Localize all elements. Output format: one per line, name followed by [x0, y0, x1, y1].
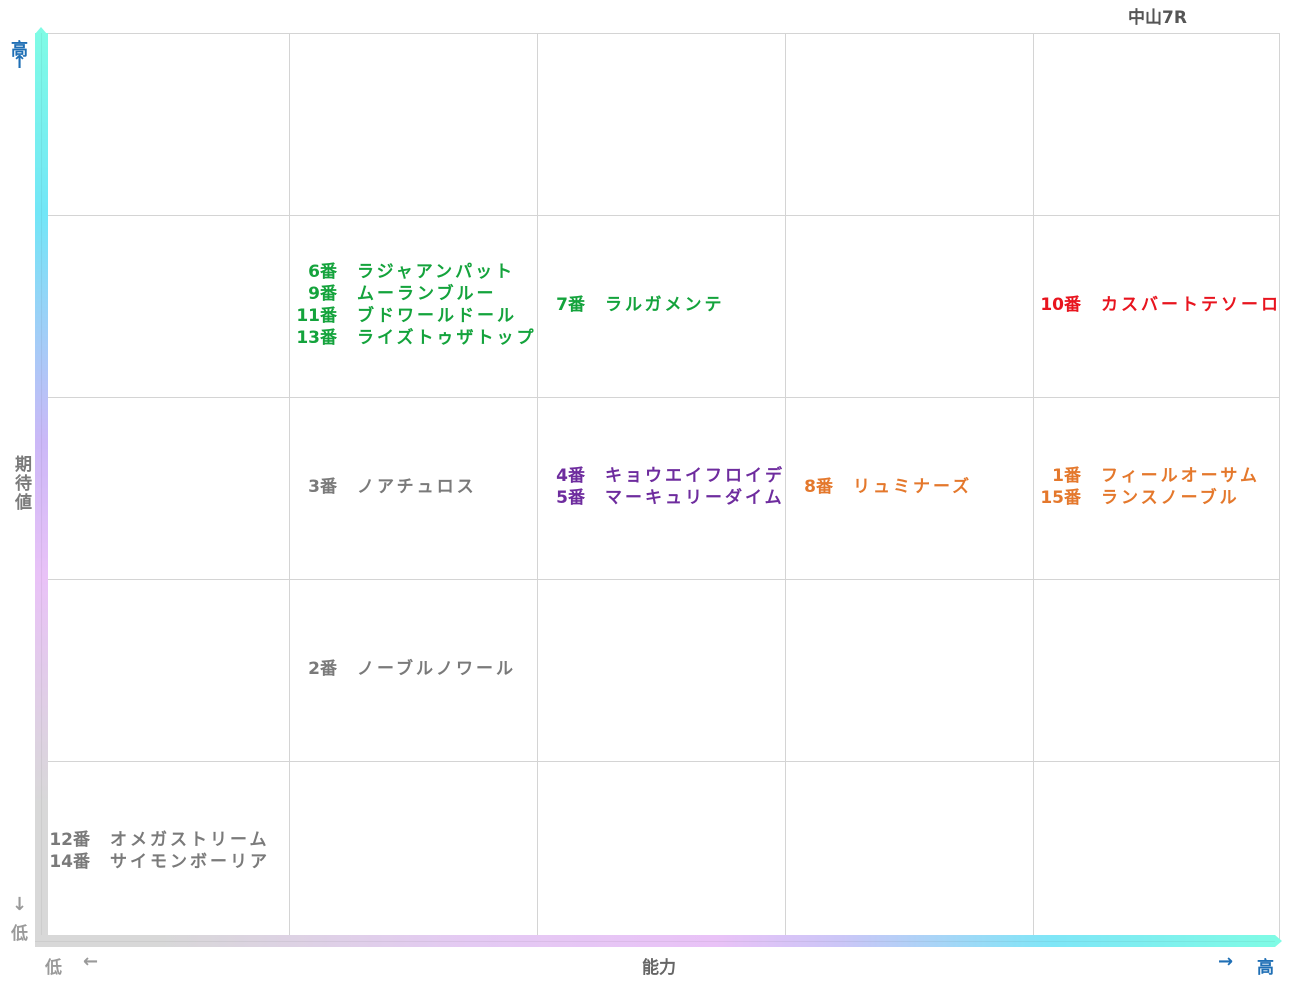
horse-entry: 2番 ノーブルノワール	[308, 659, 516, 679]
y-axis-high-label: 高	[11, 40, 28, 60]
cell-r3c4: 8番 リュミナーズ	[785, 396, 1033, 578]
horse-entry: 4番 キョウエイフロイデ	[556, 466, 785, 486]
horse-entry: 3番 ノアチュロス	[308, 477, 477, 497]
x-axis-bar	[35, 935, 1275, 947]
horse-entry: 15番 ランスノーブル	[1040, 488, 1240, 508]
grid-line	[42, 397, 1279, 398]
cell-r3c2: 3番 ノアチュロス	[289, 396, 537, 578]
y-axis-arrowhead	[35, 27, 47, 34]
grid-line	[289, 34, 290, 941]
cell-r2c5: 10番 カスバートテソーロ	[1033, 214, 1281, 396]
grid-line	[1033, 34, 1034, 941]
horse-entry: 10番 カスバートテソーロ	[1040, 295, 1281, 315]
y-axis-low-label: 低	[11, 924, 28, 944]
x-axis-low-label: 低	[45, 958, 62, 978]
grid-line	[42, 579, 1279, 580]
horse-entry: 13番 ライズトゥザトップ	[296, 328, 537, 348]
y-axis-title: 期待値	[11, 455, 31, 512]
x-axis-low-arrow-icon: ←	[83, 951, 99, 972]
horse-entry: 11番 ブドワールドール	[296, 306, 517, 326]
cell-r3c3: 4番 キョウエイフロイデ 5番 マーキュリーダイム	[537, 396, 785, 578]
cell-r3c5: 1番 フィールオーサム 15番 ランスノーブル	[1033, 396, 1281, 578]
grid-line	[42, 215, 1279, 216]
horse-entry: 9番 ムーランブルー	[308, 284, 497, 304]
horse-entry: 7番 ラルガメンテ	[556, 295, 725, 315]
x-axis-high-label: 高	[1257, 958, 1274, 978]
x-axis-high-arrow-icon: →	[1218, 951, 1234, 972]
horse-entry: 1番 フィールオーサム	[1052, 466, 1260, 486]
cell-r2c3: 7番 ラルガメンテ	[537, 214, 785, 396]
cell-r5c1: 12番 オメガストリーム 14番 サイモンボーリア	[42, 760, 290, 942]
grid-line	[42, 761, 1279, 762]
x-axis-arrowhead	[1275, 935, 1282, 947]
horse-entry: 12番 オメガストリーム	[49, 830, 270, 850]
y-axis-high-arrow-icon: ↑	[12, 52, 28, 73]
cell-r2c2: 6番 ラジャアンパット 9番 ムーランブルー 11番 ブドワールドール 13番 ライズト…	[289, 214, 537, 396]
y-axis-bar	[35, 33, 48, 941]
horse-entry: 6番 ラジャアンパット	[308, 262, 516, 282]
horse-entry: 14番 サイモンボーリア	[49, 852, 270, 872]
x-axis-title: 能力	[642, 958, 676, 978]
horse-entry: 5番 マーキュリーダイム	[556, 488, 785, 508]
race-title: 中山7R	[1128, 8, 1187, 28]
grid-line	[785, 34, 786, 941]
cell-r4c2: 2番 ノーブルノワール	[289, 578, 537, 760]
y-axis-low-arrow-icon: ↓	[12, 894, 28, 915]
horse-entry: 8番 リュミナーズ	[804, 477, 973, 497]
chart-grid	[42, 33, 1280, 941]
grid-line	[537, 34, 538, 941]
